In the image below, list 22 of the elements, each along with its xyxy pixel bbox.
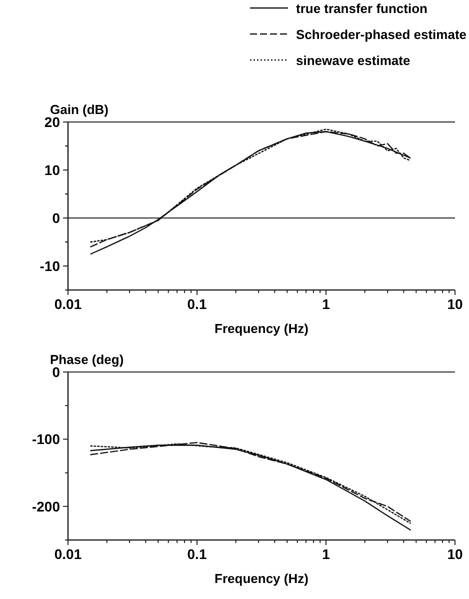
x-tick-label: 0.1 xyxy=(187,296,207,312)
legend-label: true transfer function xyxy=(296,1,428,16)
x-tick-label: 1 xyxy=(322,296,330,312)
y-axis-title: Phase (deg) xyxy=(50,352,124,367)
x-tick-label: 1 xyxy=(322,546,330,562)
x-axis-title: Frequency (Hz) xyxy=(214,571,308,586)
y-axis-title: Gain (dB) xyxy=(50,102,108,117)
y-tick-label: -200 xyxy=(32,498,60,514)
x-tick-label: 10 xyxy=(447,296,463,312)
legend-label: sinewave estimate xyxy=(296,53,410,68)
y-tick-label: -10 xyxy=(40,258,60,274)
x-tick-label: 10 xyxy=(447,546,463,562)
y-tick-label: 0 xyxy=(52,210,60,226)
x-tick-label: 0.1 xyxy=(187,546,207,562)
x-tick-label: 0.01 xyxy=(54,296,82,312)
legend-label: Schroeder-phased estimate xyxy=(296,27,467,42)
y-tick-label: 0 xyxy=(52,364,60,380)
y-tick-label: 20 xyxy=(44,114,60,130)
y-tick-label: 10 xyxy=(44,162,60,178)
y-tick-label: -100 xyxy=(32,431,60,448)
x-axis-title: Frequency (Hz) xyxy=(214,321,308,336)
x-tick-label: 0.01 xyxy=(54,546,82,562)
